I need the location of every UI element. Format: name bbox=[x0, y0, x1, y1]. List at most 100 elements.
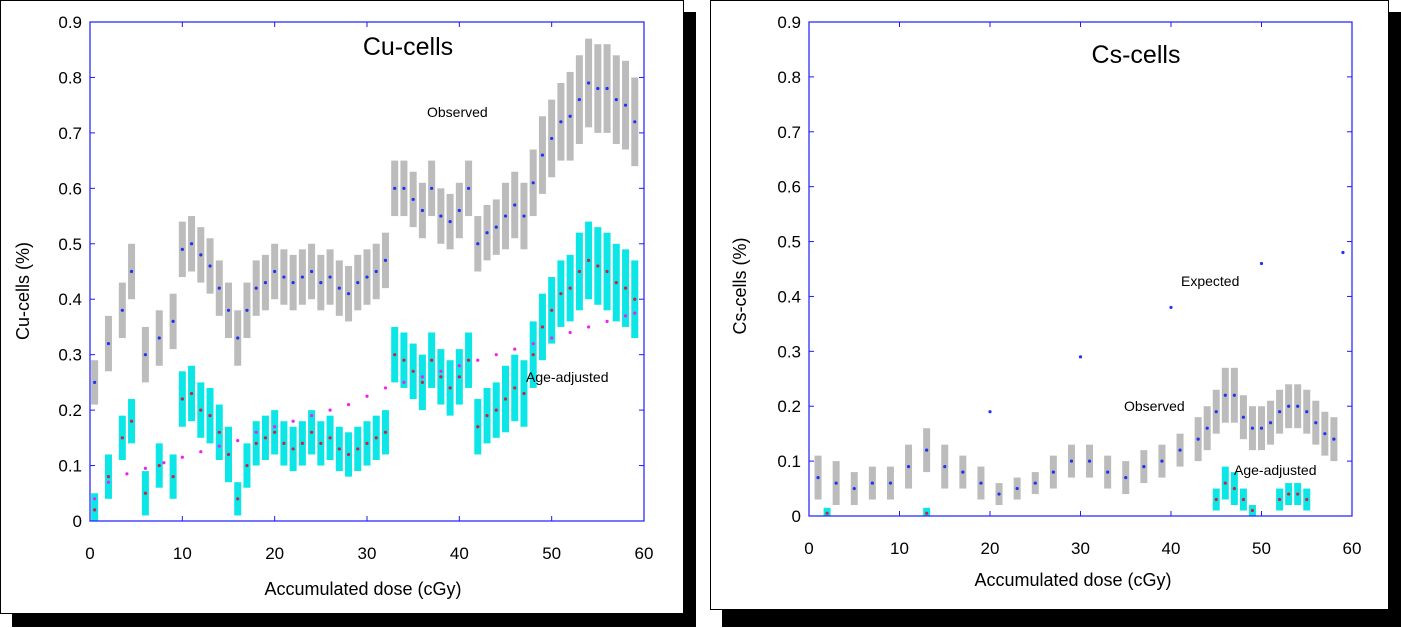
y-tick-label: 0.1 bbox=[58, 457, 82, 476]
x-tick-label: 30 bbox=[358, 544, 377, 563]
data-point bbox=[925, 511, 929, 515]
data-point bbox=[226, 452, 231, 457]
data-point bbox=[522, 391, 526, 396]
data-point bbox=[236, 336, 240, 340]
data-point bbox=[568, 114, 572, 118]
data-point bbox=[888, 481, 893, 485]
data-point bbox=[577, 98, 581, 102]
data-point bbox=[605, 269, 609, 274]
data-point bbox=[577, 269, 581, 274]
data-point bbox=[180, 247, 184, 251]
data-point bbox=[254, 286, 258, 290]
y-tick-label: 0.4 bbox=[777, 287, 801, 306]
data-point bbox=[1250, 426, 1255, 430]
data-point bbox=[1323, 432, 1327, 436]
series-1 bbox=[91, 221, 639, 521]
x-tick-label: 0 bbox=[85, 544, 94, 563]
data-point bbox=[180, 397, 184, 401]
data-point bbox=[513, 203, 517, 207]
data-point bbox=[1287, 492, 1291, 496]
data-point bbox=[439, 369, 443, 373]
data-point bbox=[559, 120, 563, 124]
data-point bbox=[1287, 404, 1291, 408]
data-point bbox=[1241, 415, 1245, 419]
annotation-label: Observed bbox=[1124, 398, 1185, 414]
data-point bbox=[263, 280, 268, 285]
data-point bbox=[997, 492, 1001, 496]
data-point bbox=[393, 353, 397, 357]
data-point bbox=[291, 280, 295, 285]
x-tick-label: 0 bbox=[804, 539, 813, 558]
data-point bbox=[1232, 393, 1236, 397]
data-point bbox=[300, 441, 304, 445]
data-point bbox=[503, 397, 508, 401]
data-point bbox=[605, 319, 609, 323]
data-point bbox=[568, 330, 572, 335]
data-point bbox=[457, 364, 461, 368]
data-point bbox=[906, 465, 911, 469]
y-tick-label: 0.9 bbox=[58, 13, 82, 32]
data-point bbox=[633, 297, 637, 301]
data-point bbox=[596, 264, 600, 268]
x-tick-label: 60 bbox=[635, 544, 654, 563]
y-tick-label: 0.9 bbox=[777, 13, 801, 32]
data-point bbox=[587, 325, 591, 329]
data-point bbox=[1142, 465, 1146, 469]
data-point bbox=[1278, 410, 1282, 414]
data-point bbox=[439, 375, 443, 379]
data-point bbox=[129, 269, 134, 274]
data-point bbox=[120, 308, 124, 312]
data-point bbox=[448, 386, 452, 390]
y-tick-label: 0.4 bbox=[58, 290, 82, 309]
data-point bbox=[485, 231, 489, 235]
series-0 bbox=[91, 38, 639, 405]
x-tick-label: 60 bbox=[1343, 539, 1362, 558]
data-point bbox=[245, 463, 249, 468]
data-point bbox=[988, 410, 992, 414]
data-point bbox=[531, 341, 535, 346]
data-point bbox=[226, 308, 231, 312]
data-point bbox=[393, 186, 397, 190]
data-point bbox=[337, 286, 341, 290]
data-point bbox=[328, 275, 332, 279]
y-axis-label: Cu-cells (%) bbox=[13, 242, 33, 340]
data-point bbox=[356, 447, 360, 451]
data-point bbox=[1169, 305, 1173, 310]
data-point bbox=[587, 81, 591, 85]
data-point bbox=[180, 455, 184, 459]
data-point bbox=[457, 208, 461, 213]
data-point bbox=[1314, 421, 1318, 425]
data-point bbox=[383, 258, 388, 263]
data-point bbox=[1078, 355, 1083, 359]
data-point bbox=[1305, 410, 1309, 414]
data-point bbox=[503, 214, 508, 218]
data-point bbox=[106, 341, 111, 346]
data-point bbox=[1223, 481, 1227, 485]
data-point bbox=[623, 286, 628, 290]
y-tick-label: 0.5 bbox=[58, 235, 82, 254]
data-point bbox=[852, 486, 856, 491]
data-point bbox=[291, 419, 295, 423]
x-tick-label: 30 bbox=[1071, 539, 1090, 558]
x-axis-label: Accumulated dose (cGy) bbox=[264, 579, 461, 599]
x-tick-label: 20 bbox=[265, 544, 284, 563]
data-point bbox=[383, 386, 388, 390]
data-point bbox=[1033, 481, 1037, 485]
x-tick-label: 20 bbox=[981, 539, 1000, 558]
data-point bbox=[633, 120, 637, 124]
series-2 bbox=[93, 311, 637, 501]
data-point bbox=[374, 436, 378, 440]
data-point bbox=[263, 436, 268, 440]
data-point bbox=[1106, 470, 1110, 474]
data-point bbox=[143, 353, 147, 357]
y-tick-label: 0 bbox=[792, 507, 801, 526]
data-point bbox=[1223, 393, 1227, 397]
y-tick-label: 0.8 bbox=[777, 68, 801, 87]
data-point bbox=[273, 430, 277, 434]
data-point bbox=[143, 466, 147, 470]
data-point bbox=[1259, 426, 1264, 430]
data-point bbox=[282, 275, 286, 279]
data-point bbox=[1178, 448, 1182, 452]
y-tick-label: 0.5 bbox=[777, 233, 801, 252]
x-tick-label: 40 bbox=[1162, 539, 1181, 558]
